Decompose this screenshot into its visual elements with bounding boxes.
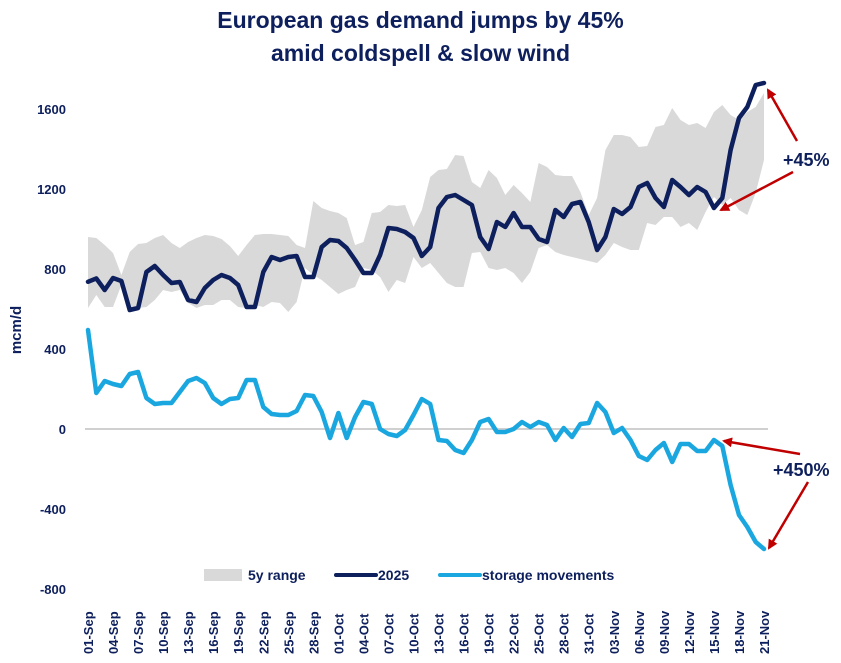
x-tick-label: 21-Nov bbox=[757, 610, 772, 654]
band-layer bbox=[88, 93, 764, 312]
x-tick-label: 03-Nov bbox=[607, 610, 622, 654]
x-tick-label: 16-Sep bbox=[206, 611, 221, 654]
y-tick-label: -400 bbox=[40, 502, 66, 517]
y-tick-label: 0 bbox=[59, 422, 66, 437]
x-tick-label: 13-Sep bbox=[181, 611, 196, 654]
line-layer bbox=[85, 80, 767, 552]
x-tick-label: 18-Nov bbox=[732, 610, 747, 654]
y-tick-label: -800 bbox=[40, 582, 66, 597]
x-tick-label: 04-Sep bbox=[106, 611, 121, 654]
arrow-450-to-end bbox=[767, 481, 810, 550]
legend: 5y range 2025 storage movements bbox=[204, 567, 614, 583]
annotation-450-percent: +450% bbox=[773, 460, 830, 480]
x-tick-label: 13-Oct bbox=[432, 613, 447, 654]
legend-swatch-5y-range bbox=[204, 569, 242, 581]
x-tick-label: 15-Nov bbox=[707, 610, 722, 654]
annotations: +45% +450% bbox=[719, 88, 830, 550]
x-tick-label: 19-Sep bbox=[231, 611, 246, 654]
x-tick-label: 01-Oct bbox=[331, 613, 346, 654]
x-tick-label: 06-Nov bbox=[632, 610, 647, 654]
line-2025 bbox=[85, 80, 767, 313]
legend-label-storage: storage movements bbox=[482, 567, 614, 583]
arrow-450-to-start bbox=[722, 437, 801, 456]
arrow-45-to-low bbox=[719, 170, 794, 212]
x-tick-label: 25-Oct bbox=[532, 613, 547, 654]
x-tick-label: 12-Nov bbox=[682, 610, 697, 654]
x-tick-label: 28-Oct bbox=[557, 613, 572, 654]
chart-title: European gas demand jumps by 45% amid co… bbox=[0, 4, 841, 70]
x-tick-label: 09-Nov bbox=[657, 610, 672, 654]
x-tick-label: 07-Sep bbox=[131, 611, 146, 654]
y-tick-label: 1200 bbox=[37, 182, 66, 197]
arrow-45-to-peak bbox=[766, 88, 799, 142]
y-tick-label: 1600 bbox=[37, 102, 66, 117]
chart-title-line-1: European gas demand jumps by 45% bbox=[217, 7, 624, 33]
x-tick-label: 19-Oct bbox=[482, 613, 497, 654]
x-tick-label: 01-Sep bbox=[81, 611, 96, 654]
x-tick-label: 25-Sep bbox=[281, 611, 296, 654]
x-tick-label: 10-Oct bbox=[406, 613, 421, 654]
x-axis: 01-Sep 04-Sep 07-Sep 10-Sep 13-Sep 16-Sep 19-S… bbox=[81, 610, 772, 654]
x-tick-label: 28-Sep bbox=[306, 611, 321, 654]
y-tick-label: 400 bbox=[44, 342, 66, 357]
x-tick-label: 10-Sep bbox=[156, 611, 171, 654]
legend-label-2025: 2025 bbox=[378, 567, 409, 583]
band-5y-range bbox=[88, 93, 764, 312]
x-tick-label: 31-Oct bbox=[582, 613, 597, 654]
x-tick-label: 22-Sep bbox=[256, 611, 271, 654]
y-tick-label: 800 bbox=[44, 262, 66, 277]
x-tick-label: 16-Oct bbox=[457, 613, 472, 654]
y-axis-label: mcm/d bbox=[8, 306, 25, 354]
x-tick-label: 22-Oct bbox=[507, 613, 522, 654]
annotation-45-percent: +45% bbox=[783, 150, 830, 170]
x-tick-label: 04-Oct bbox=[356, 613, 371, 654]
chart-title-line-2: amid coldspell & slow wind bbox=[270, 40, 571, 66]
legend-label-5y-range: 5y range bbox=[248, 567, 306, 583]
y-axis: -800 -400 0 400 800 1200 1600 bbox=[37, 102, 66, 597]
line-storage-movements bbox=[85, 327, 767, 552]
x-tick-label: 07-Oct bbox=[381, 613, 396, 654]
